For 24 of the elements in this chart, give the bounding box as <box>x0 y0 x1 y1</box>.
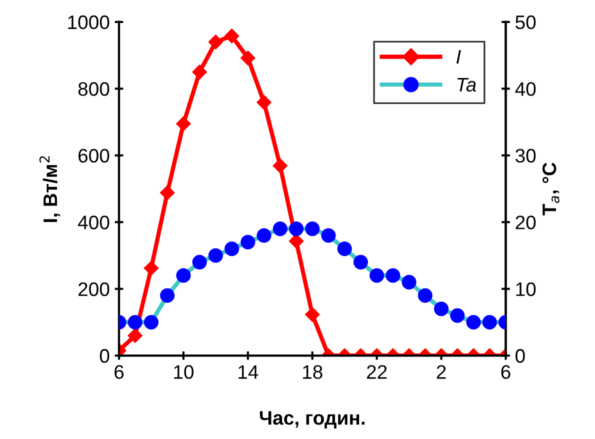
x-axis-title: Час, годин. <box>260 411 365 428</box>
y-tick-label: 600 <box>78 148 110 163</box>
y-tick-label: 0 <box>100 349 110 363</box>
y-tick-label: 200 <box>78 282 110 296</box>
y-tick-label: 400 <box>78 216 110 230</box>
x-tick-label: 18 <box>303 365 322 379</box>
x-tick-label: 2 <box>436 365 446 379</box>
y2-tick-label: 50 <box>516 15 536 30</box>
x-tick-label: 14 <box>238 365 258 379</box>
legend-label: Ta <box>457 78 476 92</box>
y2-tick-label: 10 <box>516 282 536 296</box>
y2-tick-label: 40 <box>515 82 536 96</box>
x-tick-label: 6 <box>501 365 510 379</box>
x-tick-label: 22 <box>367 365 387 379</box>
x-tick-label: 10 <box>174 365 194 379</box>
y2-axis-title: T$_{a}$, °C <box>542 162 560 216</box>
y-tick-label: 1000 <box>68 15 110 30</box>
y2-tick-label: 0 <box>516 349 525 363</box>
y2-tick-label: 30 <box>516 148 536 163</box>
x-tick-label: 6 <box>114 365 124 379</box>
y-axis-title: I, Вт/м$^{2}$ <box>39 156 60 222</box>
y-tick-label: 800 <box>78 82 110 96</box>
y2-tick-label: 20 <box>516 216 536 230</box>
legend-label: I <box>456 50 461 64</box>
